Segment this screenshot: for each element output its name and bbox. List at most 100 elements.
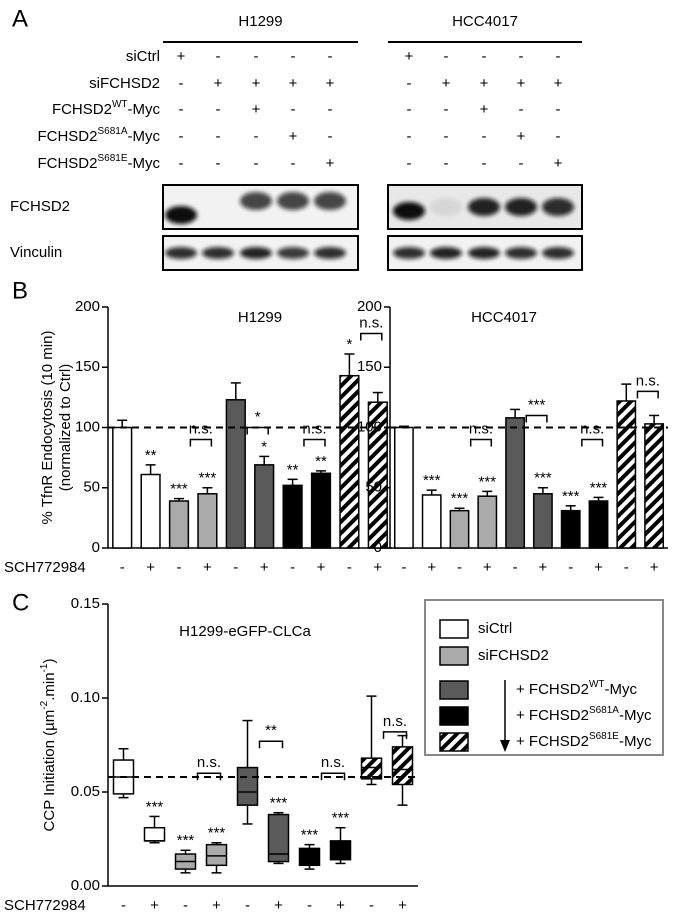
bar (421, 494, 442, 549)
bar (393, 426, 414, 549)
y-tick-label: 200 (357, 298, 382, 315)
x-tick-label: + (336, 897, 345, 914)
bar (168, 500, 190, 549)
text-part: FCHSD2 (37, 155, 97, 172)
significance-label: *** (199, 470, 217, 487)
panel-letter: B (12, 277, 28, 304)
y-tick-label: 150 (357, 358, 382, 375)
sign: - (556, 48, 561, 65)
sign: + (289, 75, 298, 92)
significance-label: *** (208, 825, 226, 842)
y-axis-label: CCP Initiation (µm-2.min-1) (39, 659, 58, 832)
sign: + (480, 101, 489, 118)
text-part: .min (41, 672, 58, 700)
bracket (320, 772, 346, 781)
x-tick-label: + (317, 559, 326, 576)
significance-label: *** (479, 473, 497, 490)
panel-letter: C (12, 589, 29, 616)
blot-band (505, 198, 537, 216)
y-axis-label: % TfnR Endocytosis (10 min) (39, 331, 56, 525)
sign: - (444, 48, 449, 65)
bracket (303, 438, 326, 447)
blot-band (314, 247, 346, 259)
panel-letter: A (12, 5, 28, 32)
bar (505, 417, 526, 549)
bracket (360, 332, 383, 341)
y-tick-label: 150 (75, 358, 100, 375)
bracket-label: n.s. (359, 314, 383, 331)
sign: - (519, 48, 524, 65)
sign: - (254, 48, 259, 65)
chart-title: H1299-eGFP-CLCa (179, 623, 311, 640)
legend-label: + FCHSD2S681A-Myc (516, 705, 652, 724)
sign: + (326, 75, 335, 92)
bracket-label: n.s. (189, 421, 213, 438)
sign: + (405, 48, 414, 65)
significance-label: *** (451, 490, 469, 507)
blot-band (240, 192, 272, 210)
significance-label: ** (315, 453, 327, 470)
bracket-label: *** (528, 396, 546, 413)
text-part: -Myc (128, 128, 161, 145)
blot-band (314, 192, 346, 210)
blot-band (430, 198, 462, 216)
sign: - (482, 48, 487, 65)
x-axis-label: SCH772984 (4, 897, 86, 914)
x-tick-label: - (347, 559, 352, 576)
bar (644, 423, 665, 549)
text-part: siCtrl (478, 620, 512, 637)
bracket (469, 438, 493, 447)
text-part: WT (589, 679, 605, 690)
significance-label: *** (332, 810, 350, 827)
text-part: + FCHSD2 (516, 681, 589, 698)
text-part: S681A (97, 126, 127, 137)
blot-band (468, 198, 500, 216)
sign: - (328, 128, 333, 145)
sign: - (291, 101, 296, 118)
sign: - (179, 155, 184, 172)
text-part: S681A (589, 705, 619, 716)
significance-label: *** (146, 798, 164, 815)
sign: - (179, 128, 184, 145)
y-tick-label: 100 (357, 418, 382, 435)
legend-arrowhead (500, 740, 510, 752)
sign: - (556, 101, 561, 118)
sign: + (554, 75, 563, 92)
significance-label: *** (423, 472, 441, 489)
sign: - (407, 75, 412, 92)
x-tick-label: - (568, 559, 573, 576)
blot-band (165, 247, 197, 259)
chart-title: H1299 (238, 309, 282, 326)
blot-band (202, 247, 234, 259)
sign: - (216, 101, 221, 118)
blot-band (165, 206, 197, 224)
box (391, 746, 414, 786)
group-header: HCC4017 (452, 13, 518, 30)
chart-title: HCC4017 (471, 309, 537, 326)
blot-band (468, 247, 500, 259)
sign: + (517, 75, 526, 92)
bar (140, 473, 161, 549)
bracket (189, 438, 213, 447)
legend-swatch (439, 732, 469, 752)
x-tick-label: - (233, 559, 238, 576)
text-part: FCHSD2 (52, 101, 112, 118)
row-label: FCHSD2S681A-Myc (37, 126, 160, 145)
sign: - (216, 48, 221, 65)
bracket (636, 390, 659, 399)
text-part: ) (41, 659, 58, 664)
significance-label: * (346, 336, 352, 353)
x-tick-label: + (427, 559, 436, 576)
y-tick-label: 200 (75, 298, 100, 315)
row-label: FCHSD2S681E-Myc (37, 153, 160, 172)
bracket-label: * (255, 408, 261, 425)
text-part: S681E (97, 153, 127, 164)
x-axis-label: SCH772984 (4, 559, 86, 576)
text-part: WT (112, 99, 128, 110)
sign: - (216, 155, 221, 172)
box (267, 813, 290, 863)
box (236, 766, 259, 806)
blot-band (393, 202, 425, 220)
sign: + (214, 75, 223, 92)
